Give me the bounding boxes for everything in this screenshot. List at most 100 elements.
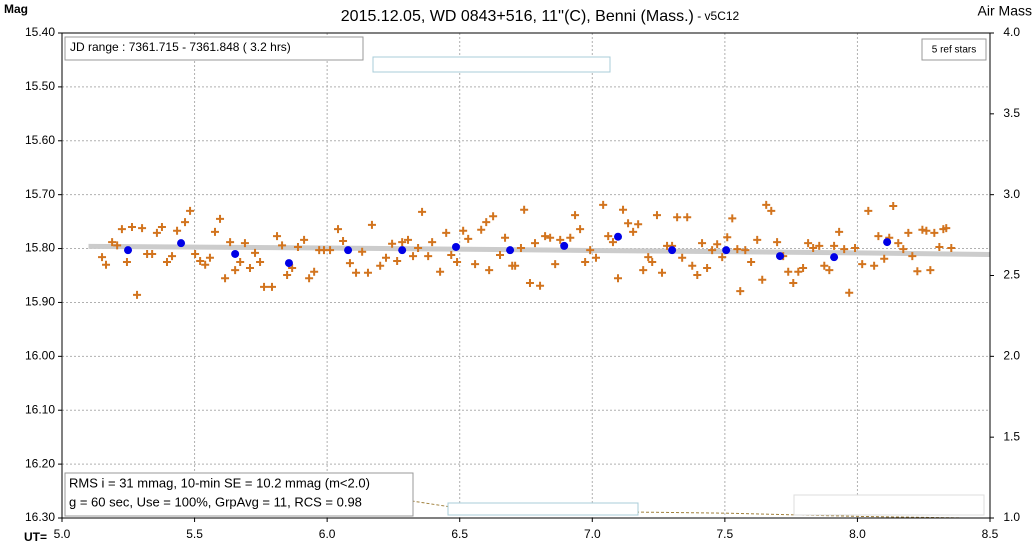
cross-point xyxy=(424,252,433,261)
cross-point xyxy=(741,246,750,255)
group-average xyxy=(231,249,240,258)
cross-point xyxy=(236,258,245,267)
cross-point xyxy=(767,206,776,215)
cross-point xyxy=(546,233,555,242)
cross-point xyxy=(571,211,580,220)
cross-point xyxy=(723,233,732,242)
annotation: 5 ref stars xyxy=(932,45,976,56)
cross-point xyxy=(245,263,254,272)
group-average xyxy=(668,246,677,255)
y2-tick-label: 4.0 xyxy=(1003,25,1020,39)
info-box xyxy=(64,472,414,517)
cross-point xyxy=(352,268,361,277)
cross-point xyxy=(935,242,944,251)
title: 2015.12.05, WD 0843+516, 11''(C), Benni … xyxy=(341,8,694,25)
cross-point xyxy=(922,226,931,235)
cross-point xyxy=(326,246,335,255)
cross-point xyxy=(168,252,177,261)
empty-box xyxy=(793,494,985,516)
cross-point xyxy=(520,205,529,214)
y-tick-label: 16.10 xyxy=(25,402,55,416)
cross-point xyxy=(267,282,276,291)
group-average xyxy=(452,242,461,251)
cross-point xyxy=(874,232,883,241)
cross-point xyxy=(196,256,205,265)
cross-point xyxy=(703,263,712,272)
cross-point xyxy=(382,253,391,262)
cross-point xyxy=(608,238,617,247)
cross-point xyxy=(122,258,131,267)
cross-point xyxy=(639,266,648,275)
cross-point xyxy=(409,252,418,261)
cross-point xyxy=(652,211,661,220)
cross-point xyxy=(830,241,839,250)
cross-point xyxy=(531,239,540,248)
cross-point xyxy=(930,228,939,237)
empty-box xyxy=(372,56,611,73)
group-average xyxy=(177,239,186,248)
cross-point xyxy=(186,206,195,215)
cross-point xyxy=(339,237,348,246)
cross-point xyxy=(644,253,653,262)
cross-point xyxy=(678,253,687,262)
cross-point xyxy=(840,245,849,254)
y-tick-label: 15.40 xyxy=(25,25,55,39)
cross-point xyxy=(634,220,643,229)
x-tick-label: 5.5 xyxy=(186,527,203,541)
cross-point xyxy=(698,239,707,248)
cross-point xyxy=(485,266,494,275)
cross-point xyxy=(683,213,692,222)
cross-point xyxy=(904,228,913,237)
cross-point xyxy=(367,220,376,229)
cross-point xyxy=(586,246,595,255)
x-tick-label: 8.0 xyxy=(849,527,866,541)
cross-point xyxy=(251,248,260,257)
x-tick-label: 8.5 xyxy=(982,527,999,541)
cross-point xyxy=(358,247,367,256)
cross-point xyxy=(604,232,613,241)
cross-point xyxy=(880,254,889,263)
cross-point xyxy=(835,227,844,236)
cross-point xyxy=(127,223,136,231)
cross-point xyxy=(148,249,157,258)
cross-point xyxy=(858,260,867,269)
cross-point xyxy=(624,219,633,228)
x-tick-label: 6.0 xyxy=(319,527,336,541)
cross-point xyxy=(825,266,834,275)
cross-point xyxy=(102,260,111,269)
cross-point xyxy=(566,233,575,242)
cross-point xyxy=(789,279,798,288)
y2-tick-label: 3.0 xyxy=(1003,187,1020,201)
cross-point xyxy=(334,225,343,234)
cross-point xyxy=(773,238,782,247)
cross-point xyxy=(599,200,608,209)
cross-point xyxy=(231,266,240,275)
cross-point xyxy=(525,279,534,288)
x-tick-label: 7.5 xyxy=(717,527,734,541)
cross-point xyxy=(658,268,667,277)
cross-point xyxy=(205,253,214,262)
y-tick-label: 15.60 xyxy=(25,133,55,147)
cross-point xyxy=(889,201,898,210)
cross-point xyxy=(376,261,385,270)
cross-point xyxy=(926,266,935,275)
cross-point xyxy=(753,235,762,244)
cross-point xyxy=(453,258,462,267)
group-average xyxy=(560,241,569,250)
cross-point xyxy=(870,261,879,270)
cross-point xyxy=(501,233,510,242)
cross-point xyxy=(899,245,908,254)
cross-point xyxy=(305,274,314,283)
subtitle: - v5C12 xyxy=(694,9,740,23)
cross-point xyxy=(718,253,727,262)
cross-point xyxy=(113,241,122,250)
cross-point xyxy=(541,232,550,241)
cross-point xyxy=(516,244,525,253)
cross-point xyxy=(762,200,771,209)
y-tick-label: 15.70 xyxy=(25,187,55,201)
cross-point xyxy=(138,224,147,233)
cross-point xyxy=(173,226,182,235)
cross-point xyxy=(688,261,697,270)
cross-point xyxy=(273,232,282,241)
y-tick-label: 15.90 xyxy=(25,295,55,309)
